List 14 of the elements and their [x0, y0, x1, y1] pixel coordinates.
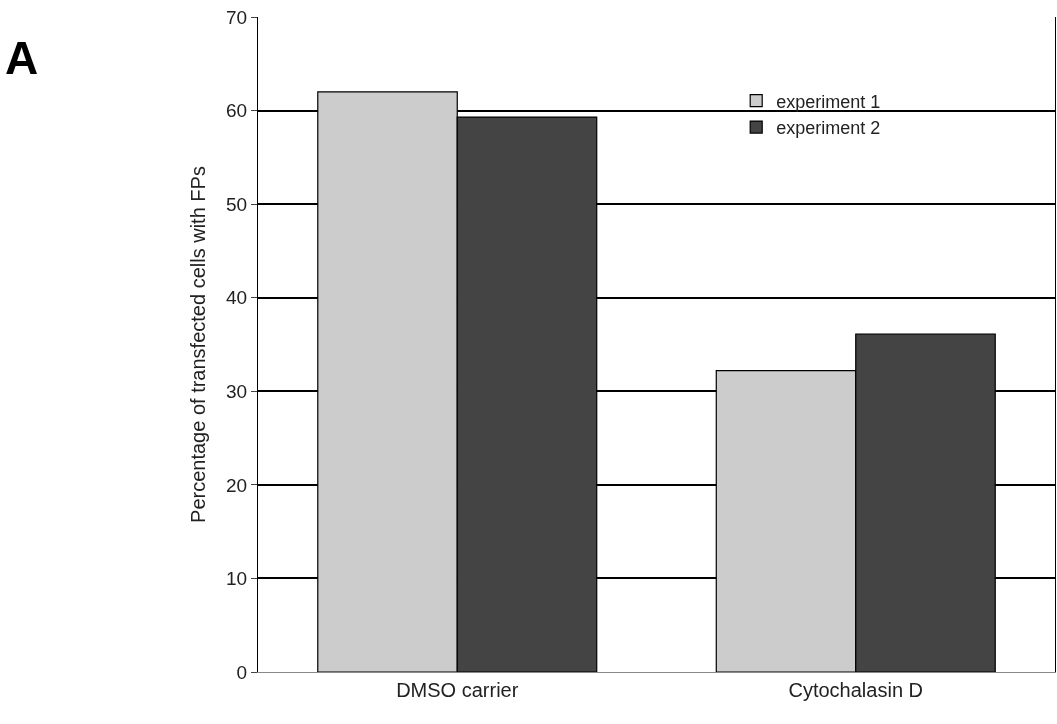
- legend-label: experiment 2: [776, 118, 881, 139]
- x-tick-label: Cytochalasin D: [788, 679, 924, 701]
- y-axis-title: Percentage of transfected cells with FPs: [186, 166, 209, 523]
- y-tick-label: 20: [226, 474, 248, 496]
- y-tick-label: 50: [226, 193, 248, 215]
- y-tick-label: 0: [236, 661, 248, 683]
- y-tick-label: 70: [226, 6, 248, 28]
- x-tick-label: DMSO carrier: [396, 679, 519, 701]
- y-tick-label: 60: [226, 100, 248, 122]
- legend-label: experiment 1: [776, 91, 881, 112]
- y-tick-label: 10: [226, 568, 248, 590]
- y-tick-label: 40: [226, 287, 248, 309]
- y-tick-label: 30: [226, 380, 248, 402]
- text: A: [5, 32, 39, 84]
